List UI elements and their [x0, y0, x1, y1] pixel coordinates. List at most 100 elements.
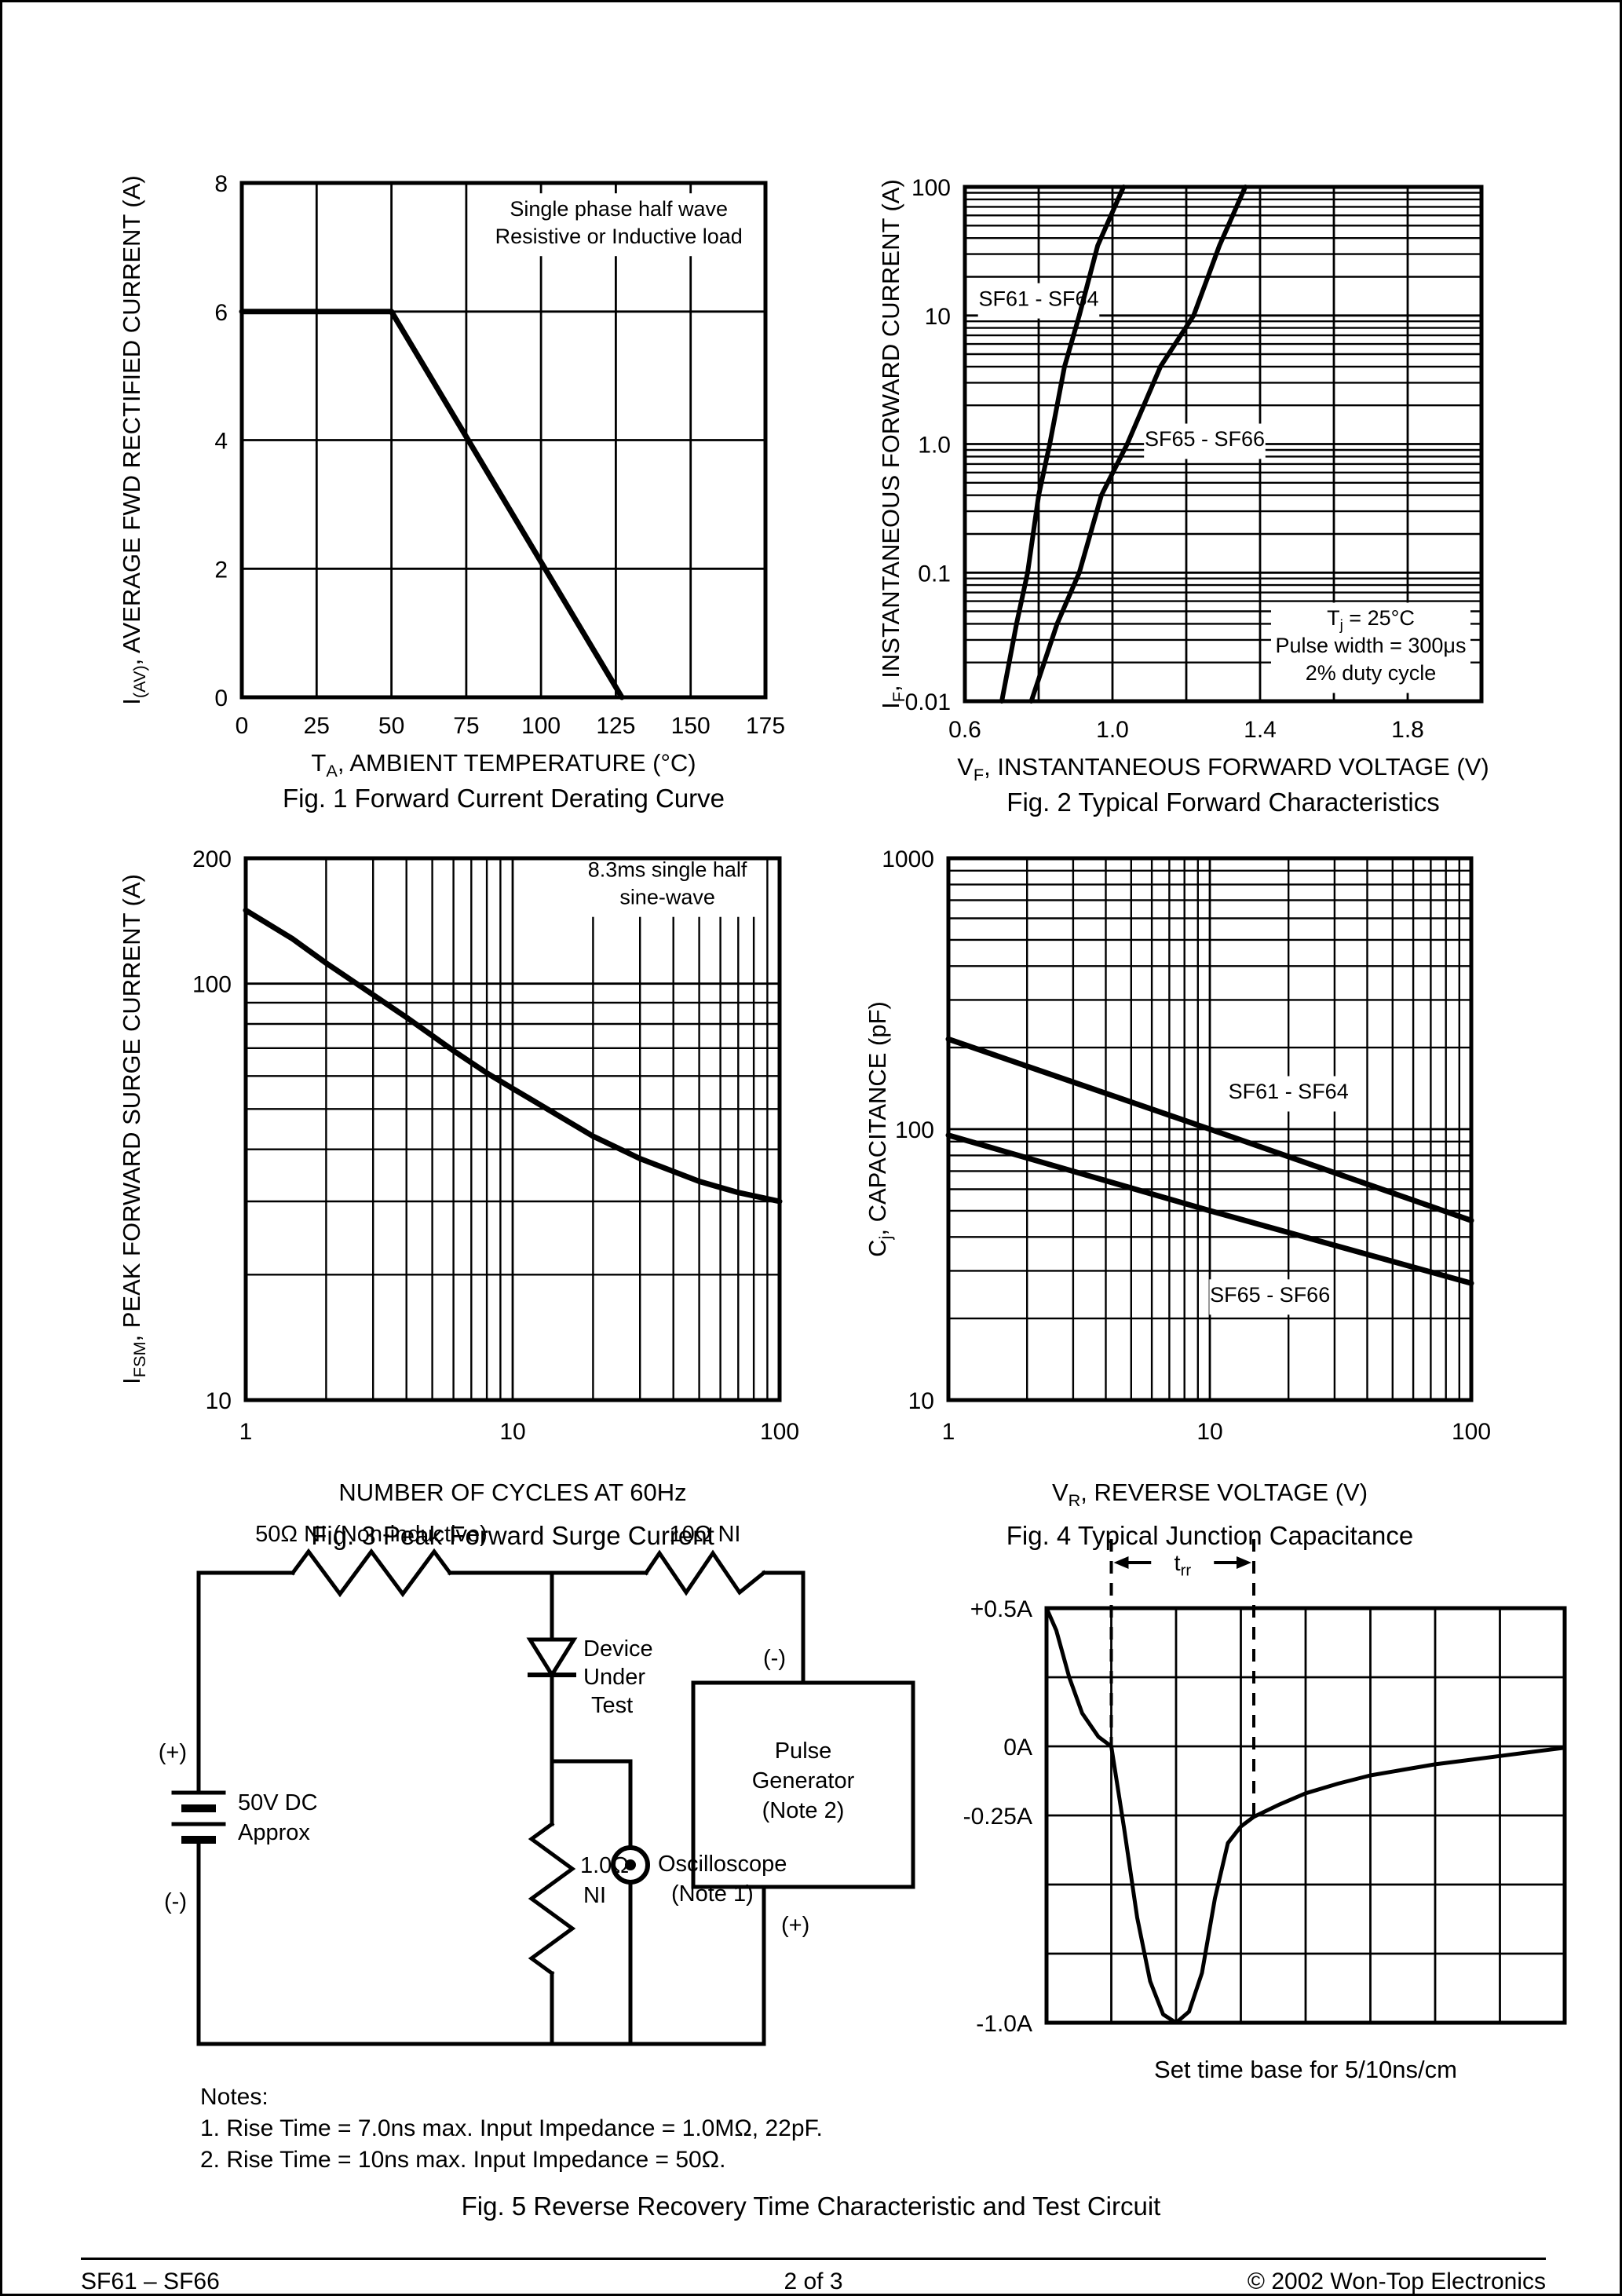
- note-line: 1. Rise Time = 7.0ns max. Input Impedanc…: [200, 2115, 823, 2141]
- annotation-box: [1271, 602, 1470, 693]
- y-tick-label: 0.01: [905, 689, 951, 715]
- series-derating-curve: [239, 309, 625, 700]
- resistor-50ohm-icon: [290, 1548, 453, 1598]
- fig5-caption: Fig. 5 Reverse Recovery Time Characteris…: [461, 2192, 1161, 2221]
- oscilloscope-label: Oscilloscope: [658, 1852, 787, 1877]
- y-tick-label: -1.0A: [976, 2011, 1032, 2037]
- x-tick-label: 50: [378, 713, 404, 739]
- series-sf61-sf64: [999, 185, 1127, 704]
- annotation-text: sine-wave: [619, 885, 715, 909]
- x-tick-label: 1.8: [1391, 717, 1424, 743]
- chart-caption: Fig. 3 Peak Forward Surge Current: [311, 1521, 714, 1550]
- gridlines: [240, 181, 767, 699]
- x-tick-label: 1: [942, 1419, 955, 1445]
- resistor-1ohm-label: 1.0Ω: [580, 1853, 629, 1878]
- arrow-right-icon: [1237, 1556, 1251, 1569]
- series-sf61-sf64: [945, 1036, 1474, 1223]
- notes-block: Notes: 1. Rise Time = 7.0ns max. Input I…: [200, 2082, 823, 2176]
- battery-label: Approx: [238, 1820, 310, 1845]
- plot-frame: [243, 856, 782, 1402]
- gridlines: [244, 857, 781, 1402]
- pulse-generator-label: (Note 2): [762, 1798, 845, 1823]
- x-tick-label: 0: [236, 713, 249, 739]
- resistor-10ohm-icon: [643, 1549, 767, 1596]
- y-tick-label: 1000: [882, 846, 934, 872]
- footer-part-number: SF61 – SF66: [81, 2269, 220, 2294]
- fig1-derating-chart: Single phase half wave Resistive or Induc…: [118, 171, 785, 813]
- dut-label: Under: [583, 1665, 645, 1690]
- plot-frame: [963, 185, 1484, 704]
- resistor-50ohm-label: 50Ω NI (Non-inductive): [255, 1522, 488, 1547]
- series-recovery-waveform: [1044, 1606, 1567, 2025]
- wire: [550, 1673, 633, 1764]
- x-tick-label: 125: [596, 713, 635, 739]
- gridlines: [1045, 1607, 1566, 2024]
- dut-label: Test: [591, 1693, 633, 1718]
- y-axis-title: IF, INSTANTANEOUS FORWARD CURRENT (A): [877, 179, 908, 709]
- y-tick-label: 200: [192, 846, 232, 872]
- pulse-generator-label: Generator: [752, 1768, 855, 1793]
- x-tick-label: 25: [304, 713, 330, 739]
- resistor-10ohm-label: 10Ω NI: [670, 1522, 741, 1547]
- y-tick-label: 6: [214, 300, 228, 326]
- fig5-recovery-waveform-chart: +0.5A 0A -0.25A -1.0A trr Set time base for 5…: [963, 1539, 1567, 2083]
- y-axis-title: IFSM, PEAK FORWARD SURGE CURRENT (A): [118, 874, 149, 1384]
- battery-long-plates-icon: [171, 1790, 226, 1826]
- footer-page-number: 2 of 3: [784, 2269, 843, 2294]
- fig4-junction-capacitance-chart: SF61 - SF64 SF65 - SF66 1 10 100 1000 100 10 VR,…: [864, 846, 1491, 1550]
- y-tick-label: 8: [214, 171, 228, 197]
- fig5-test-circuit: 50Ω NI (Non-inductive) 10Ω NI (+) (-) 50…: [159, 1522, 915, 2046]
- x-tick-label: 1.0: [1096, 717, 1129, 743]
- plot-frame: [946, 856, 1474, 1402]
- y-tick-label: 0.1: [918, 561, 951, 587]
- x-tick-label: 150: [671, 713, 711, 739]
- annotation-box: [577, 854, 758, 917]
- y-tick-label: 4: [214, 429, 228, 455]
- x-tick-label: 100: [521, 713, 561, 739]
- gridlines: [947, 857, 1473, 1402]
- y-tick-label: 0A: [1003, 1735, 1032, 1760]
- battery-label: 50V DC: [238, 1790, 318, 1815]
- circuit-wires: [171, 1548, 915, 2046]
- annotation-text: Single phase half wave: [510, 197, 728, 221]
- dut-label: Device: [583, 1636, 653, 1662]
- y-axis-title: Cj, CAPACITANCE (pF): [864, 1001, 895, 1257]
- pulse-generator-label: Pulse: [775, 1738, 832, 1764]
- annotation-text: Resistive or Inductive load: [495, 225, 743, 248]
- annotation-text: SF65 - SF66: [1145, 427, 1265, 451]
- series-sf65-sf66: [945, 1132, 1474, 1286]
- pg-plus-label: (+): [781, 1913, 809, 1938]
- annotation-text: 8.3ms single half: [588, 857, 747, 881]
- footer-copyright: © 2002 Won-Top Electronics: [1247, 2269, 1546, 2294]
- annotation-text: SF61 - SF64: [1229, 1080, 1349, 1103]
- x-axis-title: VR, REVERSE VOLTAGE (V): [1052, 1479, 1368, 1510]
- series-sf65-sf66: [1028, 185, 1248, 704]
- x-tick-label: 0.6: [948, 717, 981, 743]
- x-tick-label: 1: [239, 1419, 253, 1445]
- series-surge-current: [243, 907, 783, 1205]
- chart-caption: Fig. 2 Typical Forward Characteristics: [1006, 788, 1439, 817]
- y-tick-label: 100: [895, 1117, 934, 1143]
- x-tick-label: 100: [1452, 1419, 1491, 1445]
- y-tick-label: 0: [214, 686, 228, 711]
- plot-frame: [239, 181, 768, 700]
- note-line: 2. Rise Time = 10ns max. Input Impedance…: [200, 2147, 726, 2173]
- y-tick-label: 10: [206, 1388, 232, 1414]
- battery-minus-label: (-): [164, 1889, 187, 1914]
- chart-caption: Fig. 1 Forward Current Derating Curve: [283, 784, 725, 813]
- pg-minus-label: (-): [763, 1646, 786, 1671]
- arrow-left-icon: [1113, 1556, 1129, 1569]
- resistor-1ohm-label: NI: [583, 1883, 606, 1908]
- y-tick-label: 1.0: [918, 433, 951, 459]
- annotation-text: Tj = 25°C: [1327, 606, 1415, 634]
- oscilloscope-label: (Note 1): [671, 1881, 754, 1907]
- annotation-box: [1209, 1279, 1331, 1315]
- y-tick-label: 2: [214, 557, 228, 583]
- x-axis-title: VF, INSTANTANEOUS FORWARD VOLTAGE (V): [957, 753, 1489, 784]
- pulse-generator-box: [691, 1680, 915, 1889]
- x-tick-label: 10: [499, 1419, 525, 1445]
- y-tick-label: 10: [908, 1388, 934, 1414]
- x-tick-label: 75: [453, 713, 479, 739]
- x-tick-label: 1.4: [1244, 717, 1277, 743]
